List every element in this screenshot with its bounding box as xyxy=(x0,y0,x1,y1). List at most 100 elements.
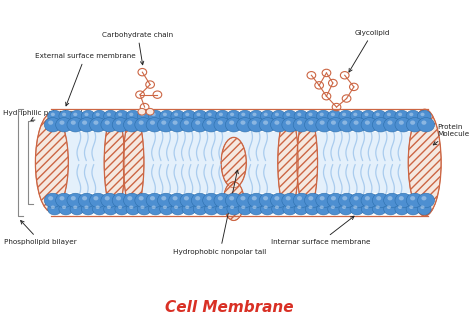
Ellipse shape xyxy=(36,113,68,212)
Circle shape xyxy=(196,206,201,209)
Circle shape xyxy=(96,113,100,116)
Circle shape xyxy=(203,193,219,208)
Ellipse shape xyxy=(297,113,318,212)
Circle shape xyxy=(376,120,381,125)
Circle shape xyxy=(328,203,342,215)
Circle shape xyxy=(319,206,324,209)
Circle shape xyxy=(383,110,398,122)
Circle shape xyxy=(81,110,95,122)
Circle shape xyxy=(241,113,246,116)
Circle shape xyxy=(124,118,140,132)
Ellipse shape xyxy=(221,137,246,188)
Circle shape xyxy=(207,120,211,125)
Circle shape xyxy=(124,193,140,208)
Circle shape xyxy=(163,113,167,116)
Text: Hydriphilic polar head: Hydriphilic polar head xyxy=(2,110,82,120)
Circle shape xyxy=(365,196,370,200)
Circle shape xyxy=(204,203,219,215)
Circle shape xyxy=(148,110,163,122)
Circle shape xyxy=(316,118,333,132)
Circle shape xyxy=(101,118,118,132)
Circle shape xyxy=(373,110,386,122)
Circle shape xyxy=(71,196,76,200)
Circle shape xyxy=(161,120,166,125)
Circle shape xyxy=(203,118,219,132)
Circle shape xyxy=(138,196,144,200)
Circle shape xyxy=(395,110,409,122)
Circle shape xyxy=(409,113,413,116)
Circle shape xyxy=(84,113,89,116)
Circle shape xyxy=(126,110,140,122)
Circle shape xyxy=(191,193,208,208)
Circle shape xyxy=(182,203,196,215)
Circle shape xyxy=(137,110,151,122)
Circle shape xyxy=(305,110,319,122)
Circle shape xyxy=(157,193,174,208)
Circle shape xyxy=(274,196,280,200)
Circle shape xyxy=(128,120,132,125)
Circle shape xyxy=(101,193,118,208)
Circle shape xyxy=(84,206,89,209)
Circle shape xyxy=(230,206,234,209)
Circle shape xyxy=(383,193,401,208)
Circle shape xyxy=(286,196,291,200)
Circle shape xyxy=(225,193,242,208)
Circle shape xyxy=(118,206,122,209)
Circle shape xyxy=(271,118,287,132)
Circle shape xyxy=(395,203,409,215)
Circle shape xyxy=(219,206,223,209)
Circle shape xyxy=(93,120,99,125)
Circle shape xyxy=(135,118,152,132)
Circle shape xyxy=(152,206,156,209)
Circle shape xyxy=(395,118,412,132)
Circle shape xyxy=(115,203,129,215)
Circle shape xyxy=(150,196,155,200)
Circle shape xyxy=(238,203,252,215)
Circle shape xyxy=(173,196,178,200)
Circle shape xyxy=(365,120,370,125)
Text: Protein
Molecule: Protein Molecule xyxy=(433,124,469,145)
Circle shape xyxy=(420,206,425,209)
Circle shape xyxy=(297,120,302,125)
Circle shape xyxy=(96,206,100,209)
Circle shape xyxy=(338,193,356,208)
Circle shape xyxy=(107,206,111,209)
Circle shape xyxy=(249,203,263,215)
Text: Cell Membrane: Cell Membrane xyxy=(165,300,293,314)
Circle shape xyxy=(361,110,375,122)
Circle shape xyxy=(116,196,121,200)
Circle shape xyxy=(78,193,95,208)
Circle shape xyxy=(161,196,166,200)
Circle shape xyxy=(274,120,280,125)
Circle shape xyxy=(73,113,77,116)
Circle shape xyxy=(104,203,118,215)
Circle shape xyxy=(264,206,268,209)
Circle shape xyxy=(339,203,353,215)
Circle shape xyxy=(240,196,246,200)
Circle shape xyxy=(126,203,140,215)
Circle shape xyxy=(193,203,207,215)
Circle shape xyxy=(51,113,55,116)
Circle shape xyxy=(373,193,389,208)
Circle shape xyxy=(184,120,189,125)
Circle shape xyxy=(253,113,256,116)
Circle shape xyxy=(218,120,223,125)
Circle shape xyxy=(353,113,357,116)
Circle shape xyxy=(82,120,87,125)
Circle shape xyxy=(305,203,319,215)
Circle shape xyxy=(191,118,208,132)
Circle shape xyxy=(383,203,398,215)
Circle shape xyxy=(169,193,186,208)
Circle shape xyxy=(227,203,241,215)
Circle shape xyxy=(317,203,330,215)
Circle shape xyxy=(78,118,95,132)
Circle shape xyxy=(331,196,336,200)
Circle shape xyxy=(138,120,144,125)
Circle shape xyxy=(82,196,87,200)
Circle shape xyxy=(350,110,364,122)
Circle shape xyxy=(208,113,212,116)
Circle shape xyxy=(128,196,132,200)
Ellipse shape xyxy=(408,109,441,216)
Circle shape xyxy=(331,120,336,125)
Circle shape xyxy=(331,206,335,209)
